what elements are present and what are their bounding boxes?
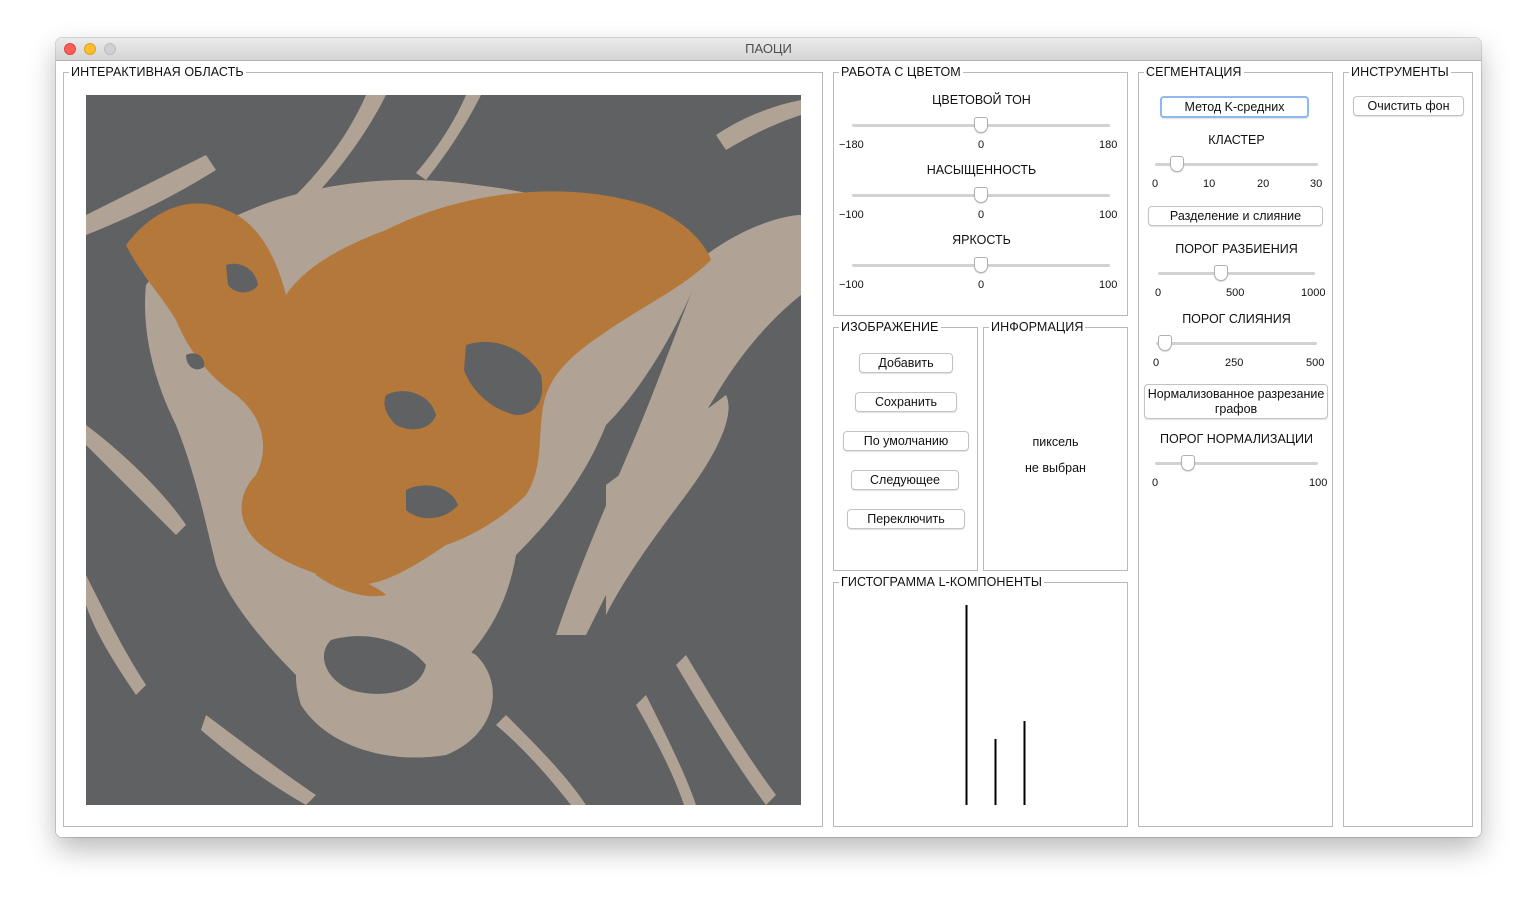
normalized-threshold-label: ПОРОГ НОРМАЛИЗАЦИИ <box>1160 432 1313 446</box>
info-panel-title: ИНФОРМАЦИЯ <box>989 320 1086 335</box>
info-panel: ИНФОРМАЦИЯ пиксель не выбран <box>983 320 1128 571</box>
normalized-threshold-slider[interactable] <box>1155 462 1318 465</box>
merge-threshold-slider-thumb[interactable] <box>1158 335 1172 351</box>
hue-max-tick: 180 <box>1099 139 1118 151</box>
image-orange-regions <box>126 191 711 597</box>
histogram-chart <box>965 605 1026 805</box>
segmentation-title: СЕГМЕНТАЦИЯ <box>1144 65 1244 80</box>
split-tick-0: 0 <box>1155 287 1162 299</box>
merge-threshold-label: ПОРОГ СЛИЯНИЯ <box>1182 312 1291 326</box>
normalized-cut-button[interactable]: Нормализованное разрезание графов <box>1144 384 1328 419</box>
switch-image-button[interactable]: Переключить <box>847 509 965 529</box>
color-panel: РАБОТА С ЦВЕТОМ ЦВЕТОВОЙ ТОН −180 0 180 … <box>833 65 1128 316</box>
info-not-selected-text: не выбран <box>1025 461 1086 475</box>
normalized-tick-0: 0 <box>1152 477 1159 489</box>
normalized-threshold-slider-thumb[interactable] <box>1181 455 1195 471</box>
image-dark-details <box>186 263 543 694</box>
brightness-mid-tick: 0 <box>978 279 985 291</box>
saturation-mid-tick: 0 <box>978 209 985 221</box>
split-tick-500: 500 <box>1226 287 1245 299</box>
image-panel-title: ИЗОБРАЖЕНИЕ <box>839 320 941 335</box>
split-threshold-label: ПОРОГ РАЗБИЕНИЯ <box>1175 242 1298 256</box>
maximize-window-button[interactable] <box>104 43 116 55</box>
hue-min-tick: −180 <box>839 139 864 151</box>
saturation-slider-thumb[interactable] <box>974 187 988 203</box>
app-window: ПАОЦИ ИНТЕРАКТИВНАЯ ОБЛАСТЬ <box>56 38 1481 837</box>
cluster-tick-30: 30 <box>1310 178 1323 190</box>
normalized-tick-100: 100 <box>1309 477 1328 489</box>
saturation-max-tick: 100 <box>1099 209 1118 221</box>
reset-default-button[interactable]: По умолчанию <box>843 431 969 451</box>
brightness-min-tick: −100 <box>839 279 864 291</box>
title-bar: ПАОЦИ <box>56 38 1481 61</box>
interactive-area-title: ИНТЕРАКТИВНАЯ ОБЛАСТЬ <box>69 65 246 80</box>
cluster-tick-10: 10 <box>1203 178 1216 190</box>
hue-mid-tick: 0 <box>978 139 985 151</box>
color-panel-title: РАБОТА С ЦВЕТОМ <box>839 65 963 80</box>
cluster-tick-20: 20 <box>1257 178 1270 190</box>
merge-tick-0: 0 <box>1153 357 1160 369</box>
split-threshold-slider-thumb[interactable] <box>1214 265 1228 281</box>
split-merge-button[interactable]: Разделение и слияние <box>1148 206 1323 226</box>
segmented-image-canvas[interactable] <box>86 95 801 805</box>
hue-label: ЦВЕТОВОЙ ТОН <box>932 93 1031 107</box>
interactive-area-panel: ИНТЕРАКТИВНАЯ ОБЛАСТЬ <box>63 65 823 827</box>
add-image-button[interactable]: Добавить <box>859 353 953 373</box>
histogram-title: ГИСТОГРАММА L-КОМПОНЕНТЫ <box>839 575 1044 590</box>
kmeans-button[interactable]: Метод K-средних <box>1160 96 1309 118</box>
clear-background-button[interactable]: Очистить фон <box>1353 96 1464 116</box>
hue-slider-thumb[interactable] <box>974 117 988 133</box>
next-image-button[interactable]: Следующее <box>851 470 959 490</box>
saturation-min-tick: −100 <box>839 209 864 221</box>
tools-title: ИНСТРУМЕНТЫ <box>1349 65 1451 80</box>
minimize-window-button[interactable] <box>84 43 96 55</box>
brightness-label: ЯРКОСТЬ <box>952 233 1011 247</box>
window-title: ПАОЦИ <box>745 41 792 56</box>
cluster-slider-thumb[interactable] <box>1170 156 1184 172</box>
cluster-label: КЛАСТЕР <box>1208 133 1265 147</box>
brightness-slider-thumb[interactable] <box>974 257 988 273</box>
save-image-button[interactable]: Сохранить <box>855 392 957 412</box>
saturation-label: НАСЫЩЕННОСТЬ <box>926 163 1037 177</box>
main-content: ИНТЕРАКТИВНАЯ ОБЛАСТЬ <box>56 61 1481 837</box>
cluster-slider[interactable] <box>1155 163 1318 166</box>
info-pixel-text: пиксель <box>1032 435 1079 449</box>
brightness-max-tick: 100 <box>1099 279 1118 291</box>
split-tick-1000: 1000 <box>1301 287 1326 299</box>
split-threshold-slider[interactable] <box>1158 272 1315 275</box>
merge-tick-500: 500 <box>1306 357 1325 369</box>
segmentation-panel: СЕГМЕНТАЦИЯ Метод K-средних КЛАСТЕР 0 10… <box>1138 65 1333 827</box>
merge-threshold-slider[interactable] <box>1156 342 1317 345</box>
merge-tick-250: 250 <box>1225 357 1244 369</box>
tools-panel: ИНСТРУМЕНТЫ Очистить фон <box>1343 65 1473 827</box>
cluster-tick-0: 0 <box>1152 178 1159 190</box>
image-panel: ИЗОБРАЖЕНИЕ Добавить Сохранить По умолча… <box>833 320 978 571</box>
histogram-panel: ГИСТОГРАММА L-КОМПОНЕНТЫ <box>833 575 1128 827</box>
close-window-button[interactable] <box>64 43 76 55</box>
